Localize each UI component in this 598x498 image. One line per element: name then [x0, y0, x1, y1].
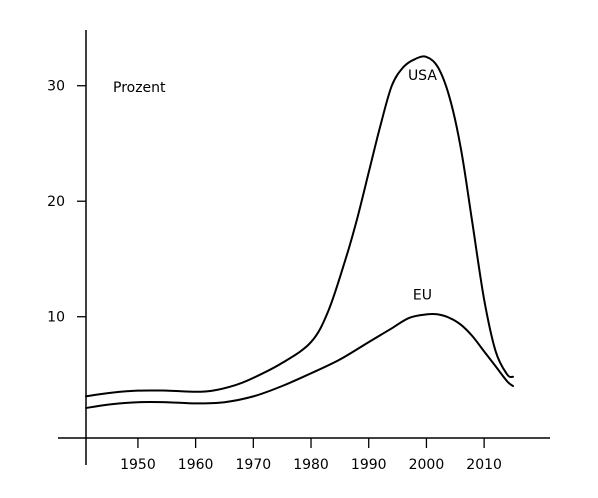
- series-line-eu: [85, 312, 514, 409]
- x-tick-label-1950: 1950: [120, 457, 156, 473]
- series-line-usa: [85, 55, 514, 398]
- x-tick-label-2010: 2010: [466, 457, 502, 473]
- series-label-usa: USA: [408, 68, 437, 84]
- y-tick-label-10: 10: [47, 310, 65, 326]
- x-tick-label-1990: 1990: [351, 457, 387, 473]
- series-label-eu: EU: [413, 287, 432, 303]
- y-tick-label-30: 30: [47, 79, 65, 95]
- x-tick-label-1970: 1970: [236, 457, 272, 473]
- axes: [58, 30, 550, 465]
- x-tick-label-2000: 2000: [409, 457, 445, 473]
- series-lines: [85, 55, 514, 409]
- y-axis-unit-label: Prozent: [113, 80, 166, 96]
- x-tick-label-1960: 1960: [178, 457, 214, 473]
- y-tick-label-20: 20: [47, 194, 65, 210]
- series-labels: USA EU: [408, 68, 437, 303]
- x-tick-label-1980: 1980: [293, 457, 329, 473]
